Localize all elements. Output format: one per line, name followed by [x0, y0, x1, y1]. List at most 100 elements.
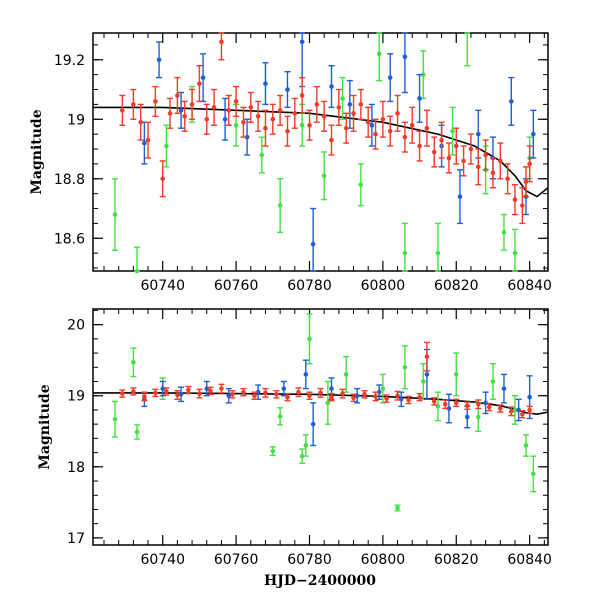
data-point-red: [306, 391, 313, 400]
point-marker: [398, 396, 404, 402]
point-marker: [325, 400, 331, 406]
point-marker: [200, 75, 206, 80]
bottom-x-tick-labels: 60740 60760 60780 60800 60820 60840: [140, 552, 551, 568]
y-tick-label: 19: [67, 389, 85, 405]
data-point-red: [152, 388, 159, 398]
point-marker: [211, 105, 217, 110]
point-marker: [527, 407, 532, 413]
data-point-red: [357, 88, 364, 120]
point-marker: [453, 143, 459, 149]
bottom-panel: 60740 60760 60780 60800 60820 60840 17181920 …: [37, 308, 552, 589]
data-point-green: [163, 124, 170, 168]
data-point-red: [328, 392, 335, 402]
data-point-blue: [530, 109, 537, 159]
x-tick-label: 60760: [214, 552, 259, 568]
data-point-red: [489, 157, 496, 189]
point-marker: [310, 241, 316, 247]
point-marker: [380, 386, 386, 391]
point-marker: [219, 386, 224, 391]
point-marker: [292, 111, 298, 116]
point-marker: [402, 364, 408, 370]
data-point-red: [211, 88, 218, 126]
point-marker: [252, 393, 257, 399]
point-marker: [299, 39, 305, 45]
data-point-blue: [508, 76, 515, 126]
data-point-red: [196, 65, 203, 103]
point-marker: [197, 391, 202, 396]
data-point-red: [229, 390, 236, 399]
data-point-blue: [222, 97, 229, 141]
point-marker: [142, 394, 147, 399]
point-marker: [310, 421, 316, 427]
x-tick-label: 60740: [140, 552, 185, 568]
point-marker: [512, 197, 518, 202]
point-marker: [406, 397, 411, 403]
data-point-blue: [445, 393, 452, 424]
point-marker: [475, 401, 481, 407]
data-point-red: [262, 387, 269, 398]
data-point-blue: [387, 53, 394, 103]
data-point-red: [416, 130, 423, 162]
point-marker: [120, 108, 125, 113]
data-point-red: [335, 88, 342, 126]
top-model-curve: [93, 106, 549, 198]
data-point-blue: [200, 53, 207, 103]
data-point-blue: [178, 91, 185, 129]
point-marker: [131, 389, 136, 394]
point-marker: [343, 125, 349, 131]
point-marker: [131, 360, 136, 365]
point-marker: [527, 161, 532, 167]
point-marker: [373, 131, 378, 137]
point-marker: [490, 170, 496, 176]
point-marker: [497, 406, 503, 411]
point-marker: [285, 394, 290, 400]
data-point-blue: [262, 62, 269, 106]
point-marker: [376, 51, 382, 57]
point-marker: [461, 158, 466, 164]
data-point-blue: [159, 380, 166, 397]
point-marker: [299, 122, 305, 128]
point-marker: [303, 443, 309, 448]
data-point-green: [277, 407, 284, 426]
x-tick-label: 60740: [140, 278, 185, 294]
data-point-red: [350, 94, 357, 132]
point-marker: [277, 414, 283, 419]
point-marker: [490, 379, 496, 384]
point-marker: [387, 75, 393, 80]
data-point-green: [343, 355, 350, 393]
point-marker: [509, 99, 514, 104]
point-marker: [464, 403, 470, 408]
data-point-red: [475, 148, 482, 186]
point-marker: [475, 164, 481, 170]
point-marker: [277, 203, 283, 208]
point-marker: [226, 393, 232, 399]
data-point-red: [163, 387, 170, 396]
data-point-green: [130, 347, 137, 378]
data-point-red: [519, 409, 526, 419]
x-axis-label: HJD−2400000: [264, 573, 376, 589]
point-marker: [453, 372, 459, 377]
point-marker: [182, 114, 188, 119]
point-marker: [509, 409, 514, 414]
point-marker: [486, 404, 492, 410]
point-marker: [516, 407, 521, 413]
point-marker: [307, 336, 312, 342]
data-point-red: [423, 109, 430, 147]
point-marker: [329, 84, 334, 89]
point-marker: [285, 128, 290, 134]
data-point-red: [339, 388, 346, 399]
data-point-red: [299, 76, 306, 115]
point-marker: [175, 392, 180, 398]
point-marker: [351, 111, 356, 116]
data-point-red: [262, 109, 269, 147]
point-marker: [233, 122, 239, 128]
data-point-red: [504, 163, 511, 195]
point-marker: [329, 394, 334, 400]
point-marker: [531, 131, 536, 137]
data-point-blue: [284, 70, 291, 109]
point-marker: [453, 400, 459, 406]
data-point-blue: [398, 391, 405, 408]
point-marker: [156, 57, 162, 63]
data-point-red: [387, 115, 394, 147]
